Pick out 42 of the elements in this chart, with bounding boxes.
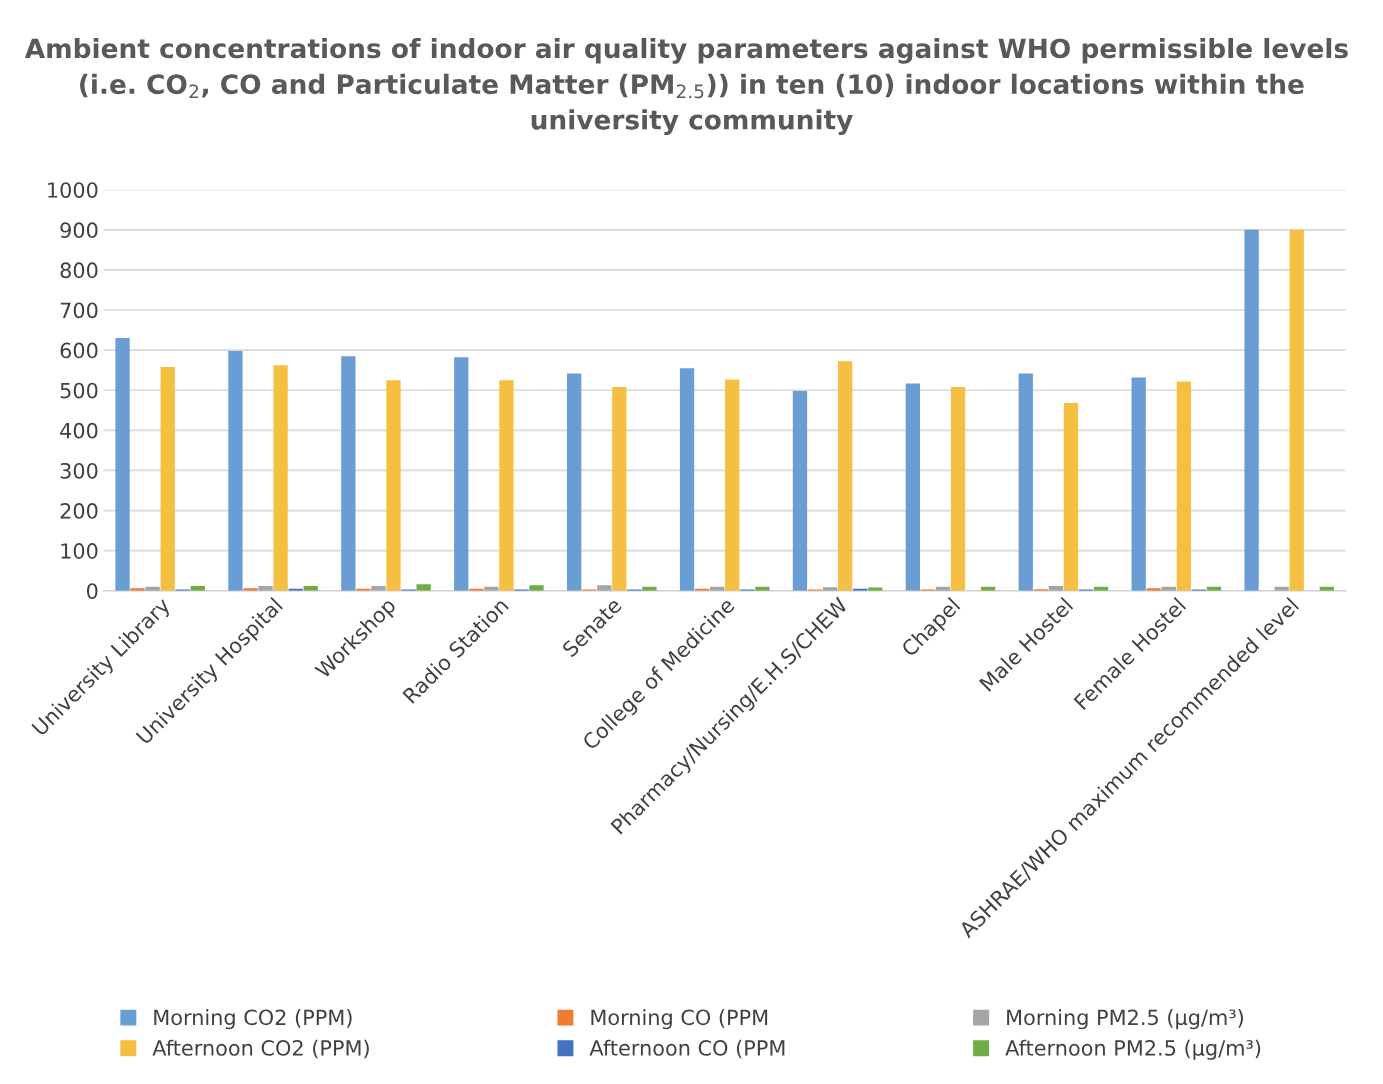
y-tick-label: 200 bbox=[60, 503, 98, 519]
y-tick-label: 700 bbox=[60, 302, 98, 319]
bar bbox=[499, 380, 514, 591]
bar bbox=[1176, 381, 1191, 591]
legend-label: Afternoon PM2.5 (µg/m³) bbox=[1005, 1039, 1261, 1060]
bar bbox=[273, 365, 288, 591]
bar bbox=[905, 383, 921, 591]
bar bbox=[567, 373, 582, 591]
bar bbox=[115, 338, 130, 591]
legend-label: Morning CO (PPM bbox=[591, 1009, 768, 1030]
legend-label: Morning CO2 (PPM) bbox=[154, 1009, 352, 1030]
bar bbox=[454, 357, 469, 591]
bar bbox=[792, 391, 808, 591]
bar bbox=[1289, 229, 1304, 591]
bar bbox=[1063, 403, 1079, 591]
legend-label: Afternoon CO2 (PPM) bbox=[152, 1039, 369, 1059]
bar bbox=[386, 380, 401, 591]
y-tick-label: 400 bbox=[60, 422, 98, 439]
legend-label: Afternoon CO (PPM bbox=[589, 1039, 785, 1059]
bar bbox=[1018, 373, 1033, 591]
bar bbox=[529, 585, 544, 591]
bar bbox=[612, 387, 627, 591]
bar bbox=[416, 584, 431, 591]
bar bbox=[228, 350, 243, 591]
chart-title: Ambient concentrations of indoor air quality parameters against WHO permissible levels (i.e. CO$_{2}$, CO and Particulate Matter (PM$_{2.5}$)) in ten (10) indoor locations within the university community bbox=[24, 37, 1348, 136]
y-tick-label: 1000 bbox=[48, 182, 98, 198]
bar bbox=[679, 368, 695, 591]
y-tick-label: 300 bbox=[60, 462, 98, 479]
y-tick-label: 100 bbox=[61, 543, 98, 559]
y-tick-label: 600 bbox=[60, 342, 98, 359]
y-tick-label: 800 bbox=[60, 262, 98, 279]
bar bbox=[1244, 229, 1259, 591]
bar bbox=[341, 356, 356, 591]
y-tick-label: 500 bbox=[60, 382, 98, 399]
bar bbox=[950, 387, 966, 591]
y-tick-label: 900 bbox=[60, 222, 98, 239]
bar bbox=[837, 361, 853, 591]
bar bbox=[725, 379, 740, 591]
bar bbox=[160, 366, 175, 591]
legend-label: Morning PM2.5 (µg/m³) bbox=[1007, 1009, 1243, 1030]
bar bbox=[1131, 377, 1146, 591]
y-tick-label: 0 bbox=[86, 583, 98, 599]
